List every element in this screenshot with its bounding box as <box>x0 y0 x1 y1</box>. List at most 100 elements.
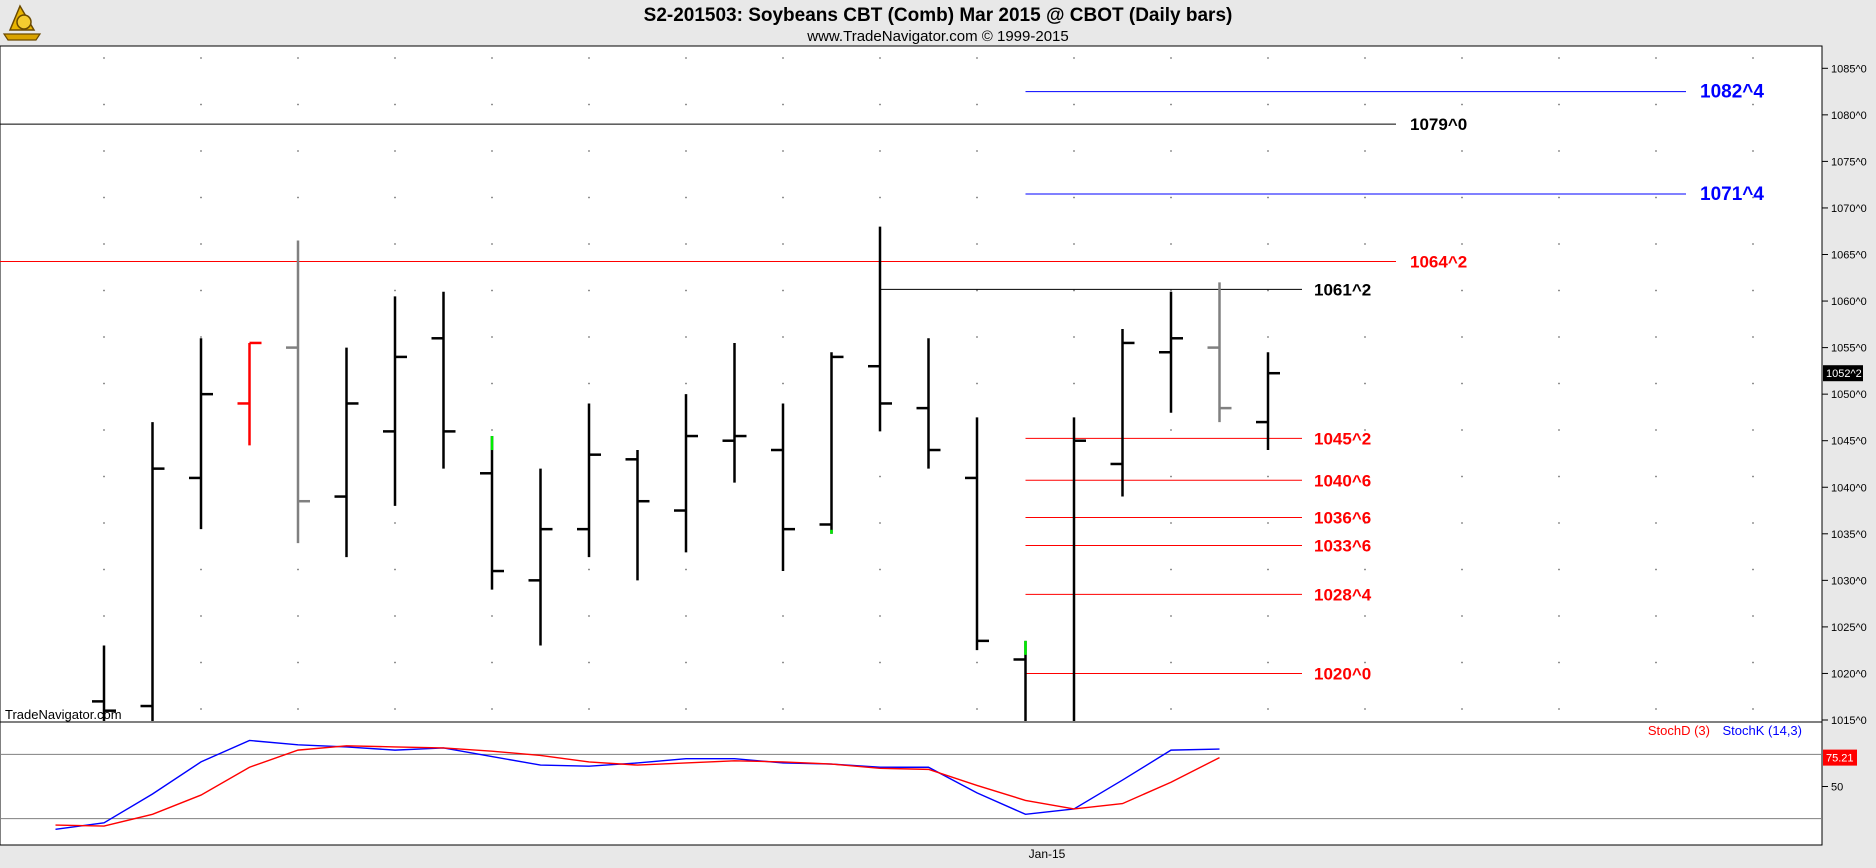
price-pane[interactable] <box>0 45 1823 723</box>
grid-dot <box>588 661 590 664</box>
grid-dot <box>394 522 396 524</box>
grid-dot <box>297 57 299 59</box>
grid-dot <box>1655 429 1657 431</box>
grid-dot <box>588 57 590 59</box>
grid-dot <box>297 661 299 664</box>
grid-dot <box>103 429 105 431</box>
grid-dot <box>1558 429 1560 431</box>
ohlc-bar <box>383 296 407 506</box>
grid-dot <box>1267 615 1269 617</box>
grid-dot <box>491 196 493 199</box>
grid-dot <box>297 196 299 199</box>
price-tick-label: 1060^0 <box>1831 296 1867 308</box>
grid-dot <box>976 57 978 59</box>
grid-dot <box>1461 429 1463 431</box>
grid-dot <box>1170 568 1172 571</box>
last-price-box <box>1823 365 1863 382</box>
grid-dot <box>1170 661 1172 664</box>
grid-dot <box>1364 196 1366 199</box>
grid-dot <box>1267 150 1269 152</box>
grid-dot <box>879 196 881 199</box>
stoch-d-line <box>55 745 1220 827</box>
grid-dot <box>1655 243 1657 245</box>
grid-dot <box>297 103 299 106</box>
grid-dot <box>1655 57 1657 59</box>
grid-dot <box>1170 289 1172 292</box>
grid-dot <box>1752 429 1754 431</box>
grid-dot <box>1267 522 1269 524</box>
chart-title: S2-201503: Soybeans CBT (Comb) Mar 2015 … <box>644 5 1233 26</box>
grid-dot <box>200 661 202 664</box>
grid-dot <box>1073 103 1075 106</box>
grid-dot <box>879 57 881 59</box>
grid-dot <box>588 336 590 338</box>
price-tick-label: 1065^0 <box>1831 250 1867 262</box>
grid-dot <box>103 336 105 338</box>
grid-dot <box>297 150 299 152</box>
grid-dot <box>976 708 978 710</box>
grid-dot <box>685 615 687 617</box>
ohlc-bar <box>819 352 844 534</box>
grid-dot <box>1752 336 1754 338</box>
price-levels: 1082^4 1079^0 1071^4 1064^2 1061^2 1045^2 1040… <box>0 82 1764 683</box>
grid-dot <box>1655 289 1657 292</box>
grid-dot <box>1461 336 1463 338</box>
grid-dot <box>1655 103 1657 106</box>
grid-dot <box>103 382 105 385</box>
grid-dot <box>879 150 881 152</box>
level-label: 1079^0 <box>1410 115 1467 134</box>
grid-dot <box>588 708 590 710</box>
grid-dot <box>879 475 881 478</box>
price-tick-label: 1035^0 <box>1831 529 1867 541</box>
grid-dot <box>1752 475 1754 478</box>
grid-dot <box>879 615 881 617</box>
grid-dot <box>1655 382 1657 385</box>
ohlc-bars <box>92 226 1280 721</box>
grid-dot <box>394 150 396 152</box>
price-axis: 1015^0 1020^0 1025^0 1030^0 1035^0 1040^0 1045… <box>1822 63 1867 727</box>
grid-dot <box>1267 243 1269 245</box>
ohlc-bar <box>1110 328 1135 497</box>
grid-dot <box>491 150 493 152</box>
grid-dot <box>1461 382 1463 385</box>
ohlc-bar <box>237 341 262 446</box>
grid-dot <box>1558 103 1560 106</box>
grid-dot <box>394 708 396 710</box>
stoch-d-legend: StochD (3) <box>1648 723 1710 738</box>
grid-dot <box>491 615 493 617</box>
grid-dot <box>491 289 493 292</box>
grid-dot <box>1461 615 1463 617</box>
grid-dot <box>297 708 299 710</box>
grid-dot <box>1073 150 1075 152</box>
ohlc-bar <box>431 291 456 469</box>
grid-dot <box>394 568 396 571</box>
grid-dot <box>1073 382 1075 385</box>
grid-dot <box>1073 336 1075 338</box>
grid-dot <box>588 150 590 152</box>
grid-dot <box>1073 289 1075 292</box>
grid-dot <box>588 289 590 292</box>
grid-dot <box>1655 196 1657 199</box>
grid-dot <box>1364 661 1366 664</box>
grid-dot <box>685 150 687 152</box>
ohlc-bar <box>528 468 553 646</box>
stochastic-pane[interactable] <box>0 721 1823 846</box>
grid-dot <box>1364 429 1366 431</box>
level-label: 1061^2 <box>1314 280 1371 299</box>
grid-dot <box>1170 429 1172 431</box>
grid-dot <box>1073 196 1075 199</box>
price-tick-label: 1020^0 <box>1831 668 1867 680</box>
grid-dot <box>1461 103 1463 106</box>
grid-dot <box>103 475 105 478</box>
stoch-k-legend: StochK (14,3) <box>1723 723 1803 738</box>
grid-dot <box>491 57 493 59</box>
grid-dot <box>1461 661 1463 664</box>
grid-dot <box>879 708 881 710</box>
ohlc-bar <box>1256 352 1280 451</box>
stoch-k-line <box>55 739 1220 830</box>
grid-dot <box>1267 103 1269 106</box>
price-tick-label: 1045^0 <box>1831 436 1867 448</box>
grid-dot <box>1170 522 1172 524</box>
grid-dot <box>1558 382 1560 385</box>
